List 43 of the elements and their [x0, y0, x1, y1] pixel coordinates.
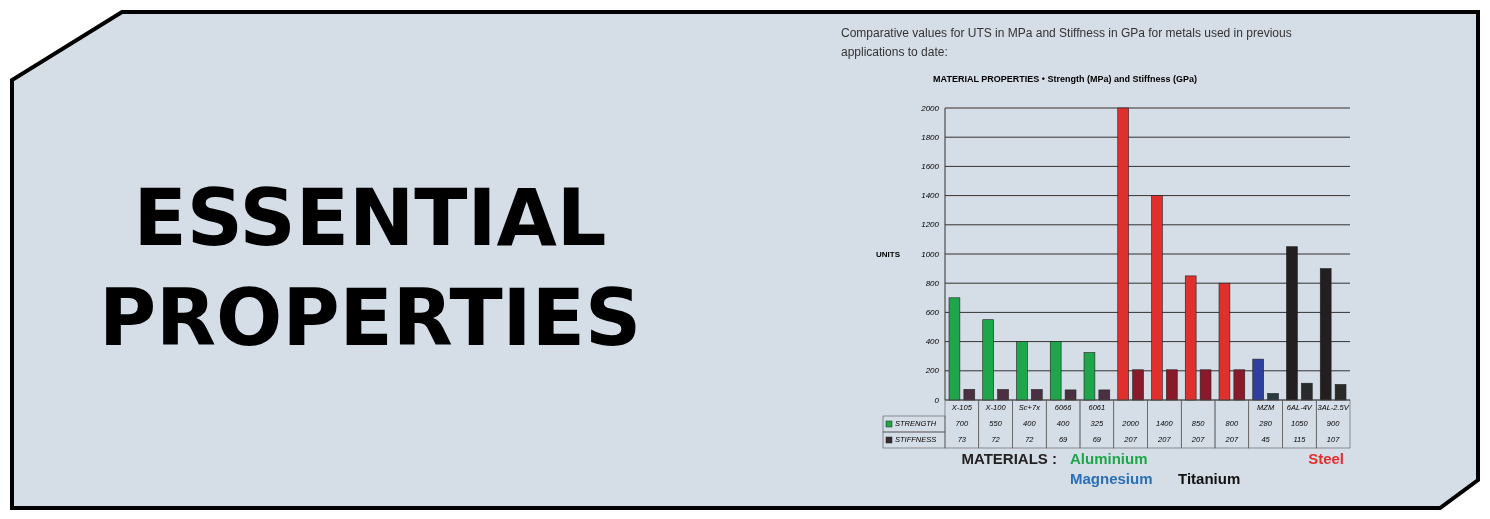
bar — [1301, 382, 1313, 401]
y-tick-label: 1400 — [921, 191, 940, 201]
bar — [1151, 195, 1163, 401]
bar — [1184, 275, 1197, 401]
bar — [1252, 358, 1264, 401]
y-tick-label: 600 — [925, 307, 940, 317]
text: Steel — [1308, 450, 1344, 467]
text: Magnesium — [1070, 470, 1153, 487]
bar — [1218, 282, 1231, 401]
bar — [1286, 246, 1298, 401]
text: Aluminium — [1070, 450, 1148, 467]
y-tick-label: 0 — [934, 395, 940, 405]
y-tick-label: 800 — [925, 278, 940, 288]
bar — [1199, 369, 1212, 401]
bar — [1117, 107, 1129, 401]
bar — [1049, 341, 1062, 401]
bar — [1166, 369, 1178, 401]
y-tick-label: 2000 — [920, 103, 940, 113]
y-tick-label: 1600 — [921, 161, 940, 171]
y-axis-title: UNITS — [876, 249, 901, 259]
bar — [1098, 389, 1111, 401]
text: ESSENTIAL PROPERTIES — [98, 173, 642, 363]
bar — [948, 297, 961, 401]
y-tick-label: 1200 — [921, 220, 940, 230]
text: Titanium — [1178, 470, 1241, 487]
y-tick-label: 400 — [925, 337, 940, 347]
bar — [963, 389, 976, 401]
bar — [1031, 389, 1043, 401]
bar — [1016, 341, 1028, 401]
bar — [1132, 369, 1144, 401]
text: MATERIALS : — [961, 450, 1057, 467]
bar — [1233, 369, 1246, 401]
bar — [1064, 389, 1077, 401]
y-tick-label: 1800 — [921, 132, 940, 142]
bar — [1083, 352, 1096, 401]
y-tick-label: 200 — [924, 366, 940, 376]
chart-subtitle: MATERIAL PROPERTIES • Strength (MPa) and Stiffness (GPa) — [933, 74, 1197, 84]
y-tick-label: 1000 — [921, 249, 940, 259]
bar — [982, 319, 994, 401]
bar — [1319, 268, 1332, 401]
text: Comparative values for UTS in MPa and Stiffness in GPa for metals used in previous applications to date: — [841, 26, 1292, 59]
bar — [1334, 384, 1347, 401]
bar — [997, 389, 1009, 401]
